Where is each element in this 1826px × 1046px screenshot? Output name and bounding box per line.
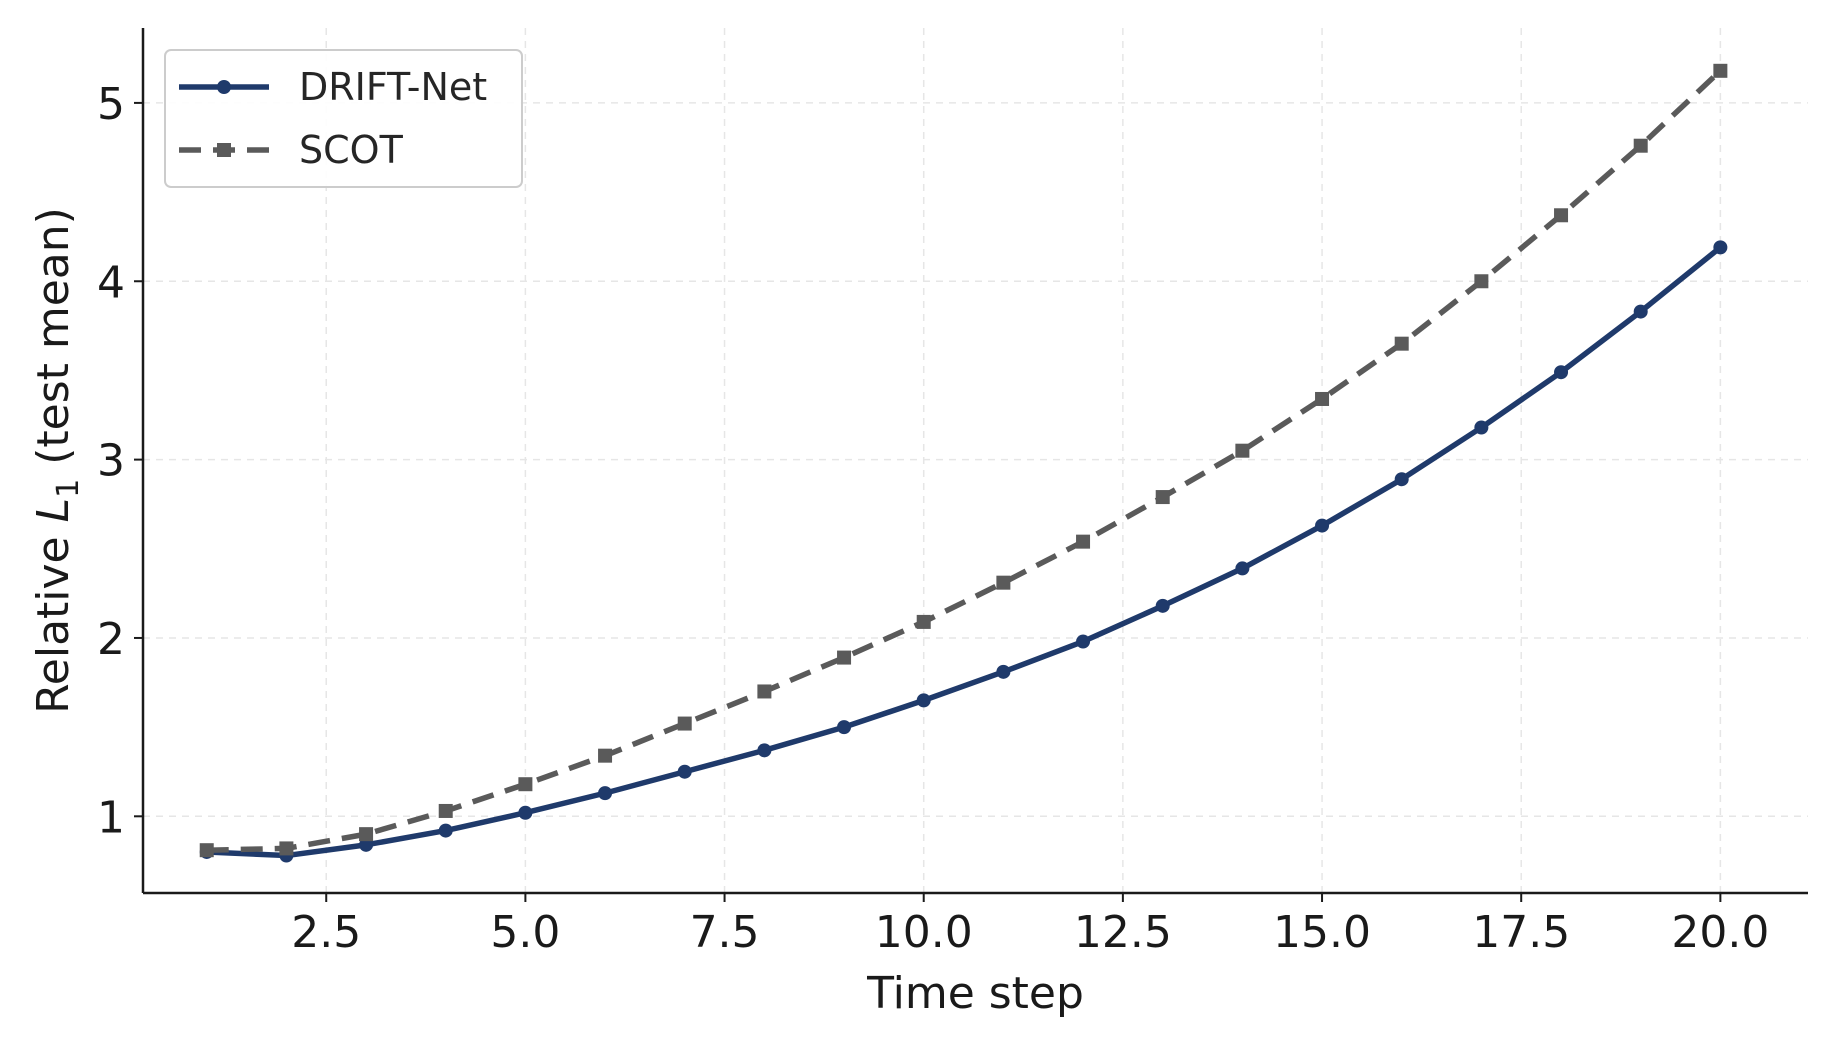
data-point xyxy=(438,823,453,838)
y-axis-label-symbol: L xyxy=(28,498,79,523)
data-point xyxy=(1315,391,1330,406)
x-tick-label: 17.5 xyxy=(1472,907,1570,958)
data-point xyxy=(1235,561,1250,576)
y-tick-label: 5 xyxy=(97,79,125,130)
x-tick-label: 15.0 xyxy=(1273,907,1371,958)
data-point xyxy=(1633,138,1648,153)
data-point xyxy=(518,805,533,820)
y-axis-label-subscript: 1 xyxy=(51,479,86,498)
data-point xyxy=(359,837,374,852)
x-tick-label: 10.0 xyxy=(875,907,973,958)
data-point xyxy=(677,764,692,779)
data-point xyxy=(598,748,613,763)
y-tick-label: 2 xyxy=(97,614,125,665)
data-point xyxy=(1474,274,1489,289)
data-point xyxy=(996,575,1011,590)
data-point xyxy=(438,803,453,818)
data-point xyxy=(1394,336,1409,351)
data-point xyxy=(279,841,294,856)
data-point xyxy=(916,614,931,629)
data-point xyxy=(1394,472,1409,487)
data-point xyxy=(1315,518,1330,533)
y-tick-label: 3 xyxy=(97,436,125,487)
data-point xyxy=(837,720,852,735)
data-point xyxy=(1155,598,1170,613)
x-tick-label: 20.0 xyxy=(1671,907,1769,958)
data-point xyxy=(1235,443,1250,458)
data-point xyxy=(757,684,772,699)
data-point xyxy=(1554,208,1569,223)
x-tick-label: 12.5 xyxy=(1074,907,1172,958)
series-line xyxy=(206,68,1723,853)
y-axis-label-suffix: (test mean) xyxy=(28,207,79,479)
grid xyxy=(143,28,1808,893)
data-point xyxy=(598,786,613,801)
legend-item: DRIFT-Net xyxy=(179,65,487,109)
data-point xyxy=(837,650,852,665)
data-point xyxy=(1713,63,1728,78)
legend-marker xyxy=(217,143,231,157)
legend-item: SCOT xyxy=(179,128,404,172)
data-point xyxy=(518,777,533,792)
x-tick-label: 5.0 xyxy=(490,907,560,958)
y-axis-label: Relative L1 (test mean) xyxy=(28,207,86,714)
data-point xyxy=(1155,490,1170,505)
data-point xyxy=(1076,634,1091,649)
data-point xyxy=(1554,365,1569,380)
legend-marker xyxy=(217,80,231,94)
y-tick-label: 4 xyxy=(97,257,125,308)
data-point xyxy=(1633,304,1648,319)
x-tick-label: 2.5 xyxy=(291,907,361,958)
legend-label: SCOT xyxy=(299,128,404,172)
data-point xyxy=(916,693,931,708)
y-tick-label: 1 xyxy=(97,792,125,843)
x-tick-label: 7.5 xyxy=(690,907,760,958)
data-point xyxy=(1076,534,1091,549)
data-point xyxy=(199,843,214,858)
data-point xyxy=(1713,240,1728,255)
data-point xyxy=(757,743,772,758)
y-axis-label-prefix: Relative xyxy=(28,522,79,713)
legend: DRIFT-Net SCOT xyxy=(164,49,523,188)
data-point xyxy=(996,664,1011,679)
series-line xyxy=(206,245,1723,859)
series-drift-net xyxy=(199,240,1728,863)
axes: 2.5 5.0 7.5 10.0 12.5 15.0 17.5 20.0 1 2 3 4 5 xyxy=(97,28,1808,958)
series-layer xyxy=(199,63,1728,863)
x-axis-label: Time step xyxy=(866,968,1084,1019)
data-point xyxy=(1474,420,1489,435)
data-point xyxy=(359,827,374,842)
legend-label: DRIFT-Net xyxy=(299,65,487,109)
data-point xyxy=(677,716,692,731)
series-scot xyxy=(199,63,1728,858)
